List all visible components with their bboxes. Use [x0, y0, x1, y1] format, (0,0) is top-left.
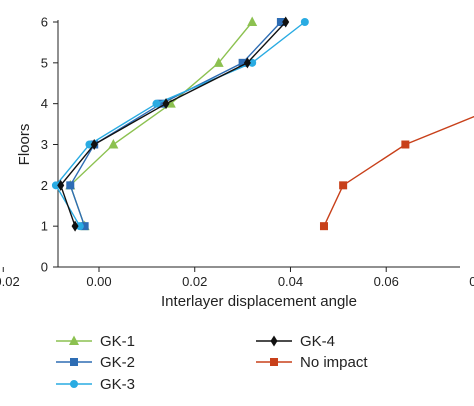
data-point — [108, 139, 119, 149]
series-gk-2 — [66, 18, 285, 231]
data-point — [51, 181, 60, 190]
data-point — [247, 16, 258, 26]
legend-marker — [270, 335, 278, 347]
data-point — [238, 58, 247, 67]
x-tick-label: 0.02 — [182, 274, 207, 289]
data-point — [75, 222, 84, 231]
series-gk-1 — [65, 16, 258, 231]
x-tick-label: 0.08 — [469, 274, 474, 289]
data-point — [80, 222, 89, 231]
legend-marker — [69, 335, 79, 345]
data-point — [157, 99, 166, 108]
data-point — [90, 139, 98, 150]
data-point — [300, 18, 309, 26]
data-point — [282, 16, 290, 28]
y-tick-label: 6 — [41, 15, 48, 30]
legend-marker — [70, 380, 78, 388]
y-tick-label: 0 — [41, 260, 48, 275]
data-point — [162, 98, 170, 110]
series-line — [55, 21, 306, 227]
series-gk-3 — [51, 18, 309, 231]
x-ticks: −0.020.000.020.040.060.080.100.120.14 — [0, 267, 474, 289]
data-point — [71, 220, 79, 232]
legend-item: GK-4 — [256, 333, 335, 350]
legend-label: No impact — [300, 354, 368, 371]
data-point — [276, 18, 285, 26]
legend-item: GK-3 — [56, 376, 135, 393]
y-tick-label: 3 — [41, 137, 48, 152]
data-point — [213, 57, 224, 67]
data-point — [401, 140, 410, 149]
series-line — [323, 115, 474, 227]
legend-marker — [270, 358, 278, 366]
series-line — [59, 21, 287, 227]
legend: GK-1 GK-2 GK-3 GK-4 No impact — [56, 333, 368, 393]
x-tick-label: −0.02 — [0, 274, 20, 289]
x-tick-label: 0.06 — [374, 274, 399, 289]
x-tick-label: 0.00 — [86, 274, 111, 289]
legend-label: GK-3 — [100, 376, 135, 393]
plot-series — [51, 16, 474, 232]
data-point — [243, 57, 251, 69]
data-point — [85, 140, 94, 149]
data-point — [339, 181, 348, 190]
data-point — [319, 222, 328, 231]
x-tick-label: 0.04 — [278, 274, 303, 289]
series-line — [69, 21, 253, 227]
legend-item: GK-1 — [56, 333, 135, 350]
legend-label: GK-1 — [100, 333, 135, 350]
legend-item: No impact — [256, 354, 368, 371]
y-ticks: 0 1 2 3 4 5 6 — [41, 15, 58, 275]
series-no-impact — [319, 115, 474, 231]
y-axis-title: Floors — [16, 124, 33, 166]
data-point — [57, 179, 65, 191]
y-tick-label: 2 — [41, 178, 48, 193]
legend-marker — [70, 358, 78, 366]
y-tick-label: 4 — [41, 96, 48, 111]
x-axis-title: Interlayer displacement angle — [161, 293, 357, 310]
y-tick-label: 5 — [41, 55, 48, 70]
legend-label: GK-4 — [300, 333, 335, 350]
series-line — [69, 21, 282, 227]
legend-item: GK-2 — [56, 354, 135, 371]
data-point — [152, 99, 161, 108]
y-tick-label: 1 — [41, 219, 48, 234]
series-gk-4 — [57, 16, 290, 232]
data-point — [66, 181, 75, 190]
legend-label: GK-2 — [100, 354, 135, 371]
